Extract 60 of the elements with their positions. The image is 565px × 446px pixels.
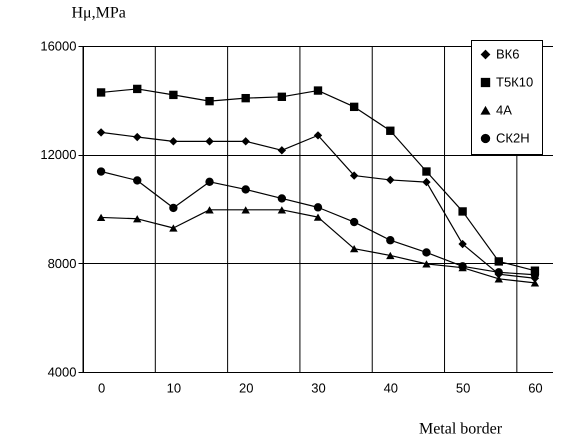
point [278,146,286,155]
point [350,171,358,180]
point [350,218,358,226]
point [205,206,214,214]
point [422,260,431,268]
point [133,84,142,94]
point [242,206,250,214]
point [169,224,178,232]
point [314,131,322,140]
y-tick-label: 12000 [40,147,76,162]
legend-label: 4А [496,102,512,118]
point [386,252,394,260]
point [133,176,142,185]
point [169,204,178,212]
point [422,178,431,186]
point [386,236,394,244]
x-tick-label: 20 [238,380,254,396]
point [96,214,106,222]
x-axis-title: Metal border [418,420,503,438]
point [278,194,286,203]
point [350,102,358,112]
point [458,207,467,216]
point [278,206,286,214]
legend-label: Т5К10 [496,74,534,90]
point [133,132,142,142]
point [96,167,106,176]
x-tick-label: 0 [98,380,106,396]
point [169,90,178,100]
x-tick-label: 50 [456,380,470,396]
point [386,176,394,184]
point [133,215,142,222]
point [242,185,250,194]
legend-label: ВК6 [496,46,520,62]
y-tick-label: 8000 [48,256,76,271]
point [458,240,467,248]
legend-label: СК2Н [496,130,530,146]
point [278,92,286,101]
point [205,137,214,146]
point [494,257,503,266]
x-tick-label: 30 [311,380,326,396]
point [96,88,106,97]
x-tick-label: 40 [384,380,398,396]
point [314,214,322,221]
x-tick-label: 10 [166,380,182,396]
point [314,86,322,95]
point [242,94,250,102]
point [242,137,250,146]
point [422,248,431,257]
y-tick-label: 4000 [48,364,76,380]
y-tick-label: 16000 [40,38,76,54]
x-tick-label: 60 [528,380,543,396]
point [205,96,214,106]
point [350,245,358,252]
point [96,128,106,137]
point [314,203,322,212]
point [386,126,394,135]
point [205,178,214,186]
point [169,137,178,146]
y-axis-title: Hμ,MPa [72,4,126,22]
point [422,167,431,176]
